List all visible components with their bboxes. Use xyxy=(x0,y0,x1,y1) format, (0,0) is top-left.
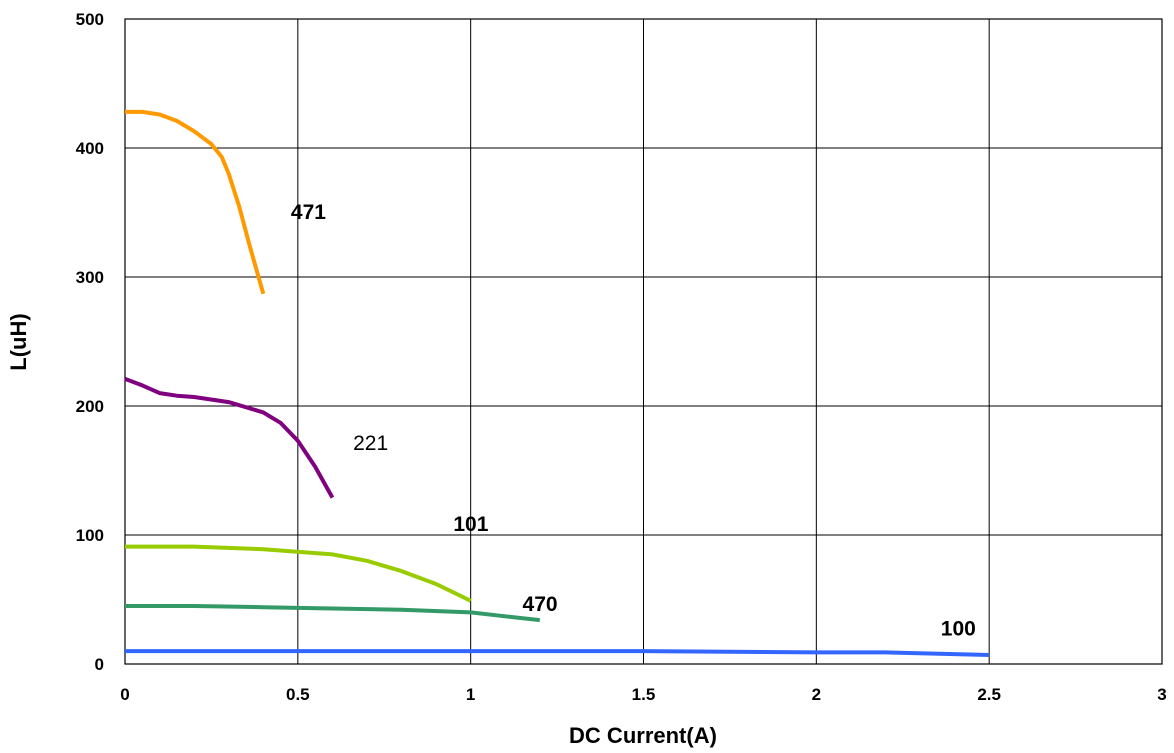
series-label-221: 221 xyxy=(353,432,388,455)
y-tick-label: 0 xyxy=(95,655,104,674)
y-axis-label: L(uH) xyxy=(6,313,31,370)
series-labels: 471 221 101 470 100 xyxy=(291,201,976,641)
x-tick-label: 3 xyxy=(1157,685,1166,704)
x-tick-label: 0.5 xyxy=(286,685,310,704)
series-line-100 xyxy=(125,649,990,657)
y-axis-tick-labels: 0 100 200 300 400 500 xyxy=(76,10,104,674)
series-lines xyxy=(124,109,990,657)
series-label-100: 100 xyxy=(941,618,976,641)
x-tick-label: 1 xyxy=(466,685,475,704)
series-label-101: 101 xyxy=(453,513,488,536)
x-axis-label: DC Current(A) xyxy=(569,723,717,748)
y-tick-label: 100 xyxy=(76,526,104,545)
y-tick-label: 400 xyxy=(76,139,104,158)
series-line-470 xyxy=(125,604,541,623)
x-tick-label: 1.5 xyxy=(632,685,656,704)
series-line-471 xyxy=(125,109,266,295)
series-label-471: 471 xyxy=(291,201,326,224)
grid-lines xyxy=(125,19,1162,664)
y-tick-label: 200 xyxy=(76,397,104,416)
x-tick-label: 0 xyxy=(120,685,129,704)
x-tick-label: 2 xyxy=(812,685,821,704)
y-tick-label: 500 xyxy=(76,10,104,29)
series-line-221 xyxy=(124,377,335,499)
x-axis-tick-labels: 0 0.5 1 1.5 2 2.5 3 xyxy=(120,685,1166,704)
series-line-101 xyxy=(125,544,472,603)
plot-area-frame xyxy=(124,18,1163,665)
x-tick-label: 2.5 xyxy=(977,685,1001,704)
series-label-470: 470 xyxy=(523,593,558,616)
y-tick-label: 300 xyxy=(76,268,104,287)
